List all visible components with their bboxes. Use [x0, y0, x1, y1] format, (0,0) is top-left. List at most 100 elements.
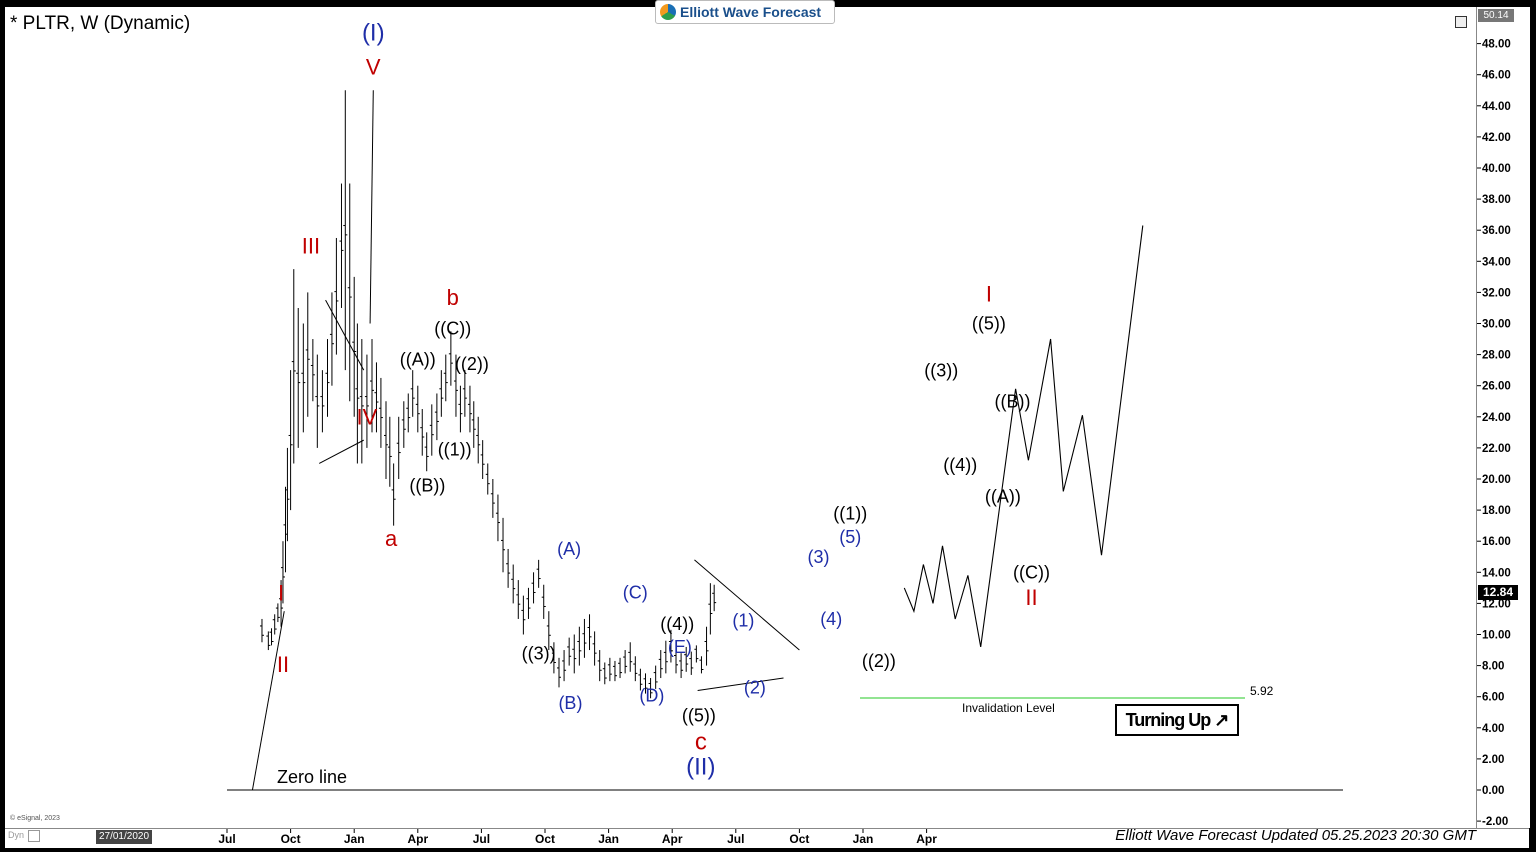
x-tick-label: Oct — [281, 832, 301, 846]
y-tick-label: 26.00 — [1482, 381, 1511, 393]
x-tick-label: Apr — [407, 832, 428, 846]
turning-up-badge: Turning Up ↗ — [1115, 704, 1239, 736]
y-tick-label: 36.00 — [1482, 225, 1511, 237]
wave-label: (D) — [639, 685, 664, 705]
chart-title: * PLTR, W (Dynamic) — [10, 13, 191, 34]
y-tick-label: 38.00 — [1482, 194, 1511, 206]
wave-label: b — [447, 285, 459, 310]
wave-label: (2) — [744, 678, 766, 698]
dyn-toggle-icon[interactable] — [28, 830, 40, 842]
y-tick-label: 6.00 — [1482, 692, 1504, 704]
logo-text: Elliott Wave Forecast — [680, 4, 822, 20]
wave-label: ((4)) — [660, 614, 694, 634]
invalidation-value: 5.92 — [1250, 684, 1274, 698]
x-tick-label: Apr — [662, 832, 683, 846]
wave-label: IV — [357, 405, 378, 430]
y-tick-label: 22.00 — [1482, 443, 1511, 455]
wave-label: ((B)) — [409, 475, 445, 495]
wave-label: ((3)) — [924, 360, 958, 380]
y-tick-label: 8.00 — [1482, 661, 1504, 673]
wave-label: ((C)) — [1013, 563, 1050, 583]
y-tick-label: 44.00 — [1482, 101, 1511, 113]
y-tick-label: 28.00 — [1482, 350, 1511, 362]
price-axis[interactable]: -2.00 0.00 2.00 4.00 6.00 8.00 10.00 12.00 14.00… — [1476, 7, 1530, 828]
x-tick-label: Apr — [916, 832, 937, 846]
wave-label: V — [366, 55, 381, 80]
cursor-date-badge: 27/01/2020 — [96, 830, 152, 844]
triangle-line — [325, 299, 365, 371]
zero-line-label: Zero line — [277, 767, 347, 787]
wave-label: ((4)) — [943, 455, 977, 475]
y-tick-label: 10.00 — [1482, 630, 1511, 642]
wave-label: (E) — [668, 637, 692, 657]
invalidation-label: Invalidation Level — [962, 701, 1055, 715]
y-tick-label: 0.00 — [1482, 785, 1504, 797]
y-tick-label: 2.00 — [1482, 754, 1504, 766]
y-tick-label: 20.00 — [1482, 474, 1511, 486]
wave-label: (II) — [686, 753, 715, 780]
wave-label: I — [986, 282, 992, 307]
wave-label: (A) — [557, 539, 581, 559]
wave-label: I — [278, 580, 284, 605]
projection-path — [903, 225, 1144, 647]
time-axis[interactable]: Jul Oct Jan Apr Jul Oct Jan Apr Jul Oct Jan Apr — [5, 828, 1529, 848]
wave-label: ((5)) — [972, 314, 1006, 334]
y-tick-label: 18.00 — [1482, 505, 1511, 517]
y-tick-label: 4.00 — [1482, 723, 1504, 735]
y-tick-label: 48.00 — [1482, 39, 1511, 51]
wave-label: a — [385, 526, 398, 551]
wave-label: ((1)) — [833, 503, 867, 523]
y-tick-label: 14.00 — [1482, 567, 1511, 579]
y-tick-label: 12.00 — [1482, 598, 1511, 610]
y-tick-label: 16.00 — [1482, 536, 1511, 548]
last-price-badge: 12.84 — [1478, 585, 1518, 600]
x-tick-label: Oct — [535, 832, 555, 846]
dyn-label: Dyn — [8, 830, 25, 840]
y-tick-label: 32.00 — [1482, 287, 1511, 299]
updated-footer: Elliott Wave Forecast Updated 05.25.2023… — [1115, 827, 1476, 844]
wave-label: ((2)) — [862, 651, 896, 671]
price-axis-ticks: -2.00 0.00 2.00 4.00 6.00 8.00 10.00 12.00 14.00… — [1477, 39, 1511, 828]
y-tick-label: 42.00 — [1482, 132, 1511, 144]
x-tick-label: Jan — [344, 832, 365, 846]
wave-label: ((2)) — [455, 354, 489, 374]
x-tick-label: Oct — [789, 832, 809, 846]
logo-icon — [660, 4, 676, 20]
esignal-copyright: © eSignal, 2023 — [10, 815, 60, 822]
x-tick-label: Jan — [853, 832, 874, 846]
wave-label: (3) — [807, 547, 829, 567]
window-restore-icon[interactable] — [1455, 16, 1467, 28]
wave-label: (4) — [820, 609, 842, 629]
wave-label: (I) — [362, 19, 385, 46]
wave-label: c — [695, 729, 707, 756]
plot-area[interactable]: Zero line Invalidation Level 5.92 (I) V III IV… — [5, 7, 1476, 828]
impulse-segment — [369, 90, 374, 324]
wave-label: ((C)) — [434, 318, 471, 338]
x-tick-label: Jan — [598, 832, 619, 846]
y-tick-label: 34.00 — [1482, 256, 1511, 268]
wave-label: (C) — [623, 583, 648, 603]
y-tick-label: -2.00 — [1482, 816, 1508, 828]
x-tick-label: Jul — [218, 832, 235, 846]
wave-label: III — [302, 234, 320, 259]
wave-label: ((1)) — [438, 440, 472, 460]
wave-label: ((5)) — [682, 706, 716, 726]
wave-label: ((B)) — [994, 391, 1030, 411]
wave-label: (5) — [839, 527, 861, 547]
wave-label: ((3)) — [522, 643, 556, 663]
wave-label: II — [1025, 585, 1037, 610]
triangle-line — [697, 677, 784, 691]
wave-label: (B) — [558, 693, 582, 713]
wave-label: (1) — [732, 611, 754, 631]
wave-label: ((A)) — [985, 486, 1021, 506]
time-axis-ticks: Jul Oct Jan Apr Jul Oct Jan Apr Jul Oct Jan Apr — [218, 829, 937, 846]
wave-label: ((A)) — [400, 349, 436, 369]
y-tick-label: 30.00 — [1482, 319, 1511, 331]
x-tick-label: Jul — [473, 832, 490, 846]
y-tick-label: 40.00 — [1482, 163, 1511, 175]
y-tick-label: 24.00 — [1482, 412, 1511, 424]
impulse-segment — [251, 611, 285, 791]
triangle-line — [318, 439, 364, 464]
